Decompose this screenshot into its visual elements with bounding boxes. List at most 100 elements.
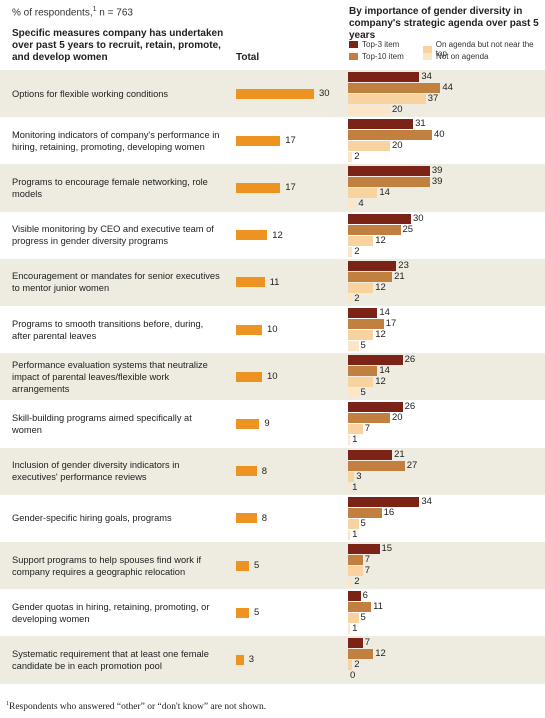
segment-bar [348, 660, 353, 671]
legend-label: Not on agenda [436, 52, 489, 61]
legend-label: On agenda but not near the top [435, 40, 534, 58]
segment-bar [348, 72, 420, 82]
segment-value-label: 7 [364, 423, 370, 435]
category-label: Programs to smooth transitions before, d… [12, 318, 204, 341]
total-bar [236, 466, 257, 477]
total-column-title: Total [236, 52, 260, 63]
chart-row: Options for flexible working conditions 3… [0, 70, 545, 118]
segment-value-label: 14 [379, 187, 390, 199]
segment-bar [348, 507, 382, 518]
footnote-text: Respondents who answered “other” or “don… [9, 702, 267, 713]
total-bar [236, 560, 249, 571]
segment-value-label: 34 [421, 495, 432, 507]
segment-value-label: 1 [352, 481, 358, 493]
segment-value-label: 5 [360, 517, 366, 529]
segment-value-label: 4 [358, 198, 364, 210]
segment-bar [348, 496, 420, 507]
segment-value-label: 20 [392, 104, 403, 115]
chart-row: Visible monitoring by CEO and executive … [0, 212, 545, 259]
segment-value-label: 12 [375, 281, 386, 293]
total-value-label: 17 [285, 135, 296, 147]
segment-bar [348, 591, 361, 602]
segment-value-label: 40 [434, 129, 445, 141]
segment-value-label: 31 [415, 118, 426, 130]
segment-value-label: 12 [375, 329, 386, 340]
segment-value-label: 5 [360, 612, 366, 624]
segment-bar [348, 377, 374, 388]
total-value-label: 30 [319, 88, 330, 100]
segment-bar [348, 188, 378, 199]
total-value-label: 10 [267, 324, 278, 336]
segment-bar [348, 544, 380, 554]
segment-value-label: 1 [352, 434, 358, 446]
segment-bar [348, 449, 393, 460]
respondents-n: n = 763 [96, 7, 133, 19]
segment-bar [348, 166, 430, 177]
total-bar [236, 418, 260, 429]
total-bar [236, 277, 265, 288]
total-value-label: 12 [272, 229, 283, 241]
chart-row: Systematic requirement that at least one… [0, 636, 545, 684]
total-bar [236, 607, 249, 618]
segment-value-label: 37 [427, 93, 439, 104]
segment-bar [348, 213, 411, 224]
segment-value-label: 20 [392, 412, 403, 424]
segment-bar [348, 177, 430, 188]
total-bar [236, 182, 281, 193]
segment-value-label: 27 [406, 459, 418, 471]
category-label: Systematic requirement that at least one… [12, 648, 209, 671]
segment-value-label: 20 [392, 140, 403, 152]
segment-bar [348, 271, 393, 282]
segment-bar [348, 649, 374, 660]
category-label: Support programs to help spouses find wo… [12, 554, 202, 577]
segment-value-label: 17 [385, 318, 397, 329]
total-value-label: 3 [248, 654, 255, 666]
segment-bar [348, 366, 378, 377]
segment-bar [348, 577, 353, 587]
segment-bar [348, 119, 414, 130]
segment-value-label: 1 [352, 623, 358, 635]
segment-value-label: 34 [421, 71, 432, 82]
total-bar [236, 371, 262, 382]
chart-row: Skill-building programs aimed specifical… [0, 400, 545, 447]
total-bar [236, 513, 257, 524]
segment-value-label: 30 [413, 212, 424, 224]
legend-label: Top-10 item [362, 52, 404, 61]
total-value-label: 11 [269, 276, 280, 288]
segment-value-label: 1 [352, 528, 358, 540]
segment-bar [348, 424, 363, 435]
segment-bar [348, 319, 384, 329]
segment-value-label: 26 [404, 354, 416, 366]
segment-value-label: 7 [364, 565, 370, 576]
segment-value-label: 16 [383, 506, 395, 518]
category-label: Monitoring indicators of company's perfo… [12, 129, 220, 152]
segment-bar [348, 94, 426, 104]
total-bar [236, 324, 262, 335]
segment-value-label: 14 [379, 365, 390, 377]
segment-value-label: 5 [360, 340, 366, 351]
segment-value-label: 2 [354, 659, 360, 671]
segment-value-label: 2 [354, 245, 360, 257]
segment-bar [348, 518, 359, 529]
segment-value-label: 44 [442, 82, 453, 93]
legend-swatch [349, 41, 358, 48]
legend: Top-3 item On agenda but not near the to… [349, 40, 544, 70]
segment-bar [348, 482, 351, 493]
segment-bar [348, 529, 351, 540]
segment-bar [348, 555, 363, 565]
total-value-label: 17 [285, 182, 296, 194]
segment-bar [348, 105, 390, 115]
legend-item: Top-10 item [349, 52, 404, 61]
segment-value-label: 23 [398, 259, 409, 271]
category-label: Performance evaluation systems that neut… [12, 359, 208, 394]
total-value-label: 5 [254, 607, 260, 619]
category-label: Gender quotas in hiring, retaining, prom… [12, 601, 210, 624]
segment-value-label: 12 [375, 234, 386, 246]
legend-swatch [349, 53, 358, 60]
total-bar [236, 88, 314, 99]
total-value-label: 5 [254, 560, 260, 572]
chart-row: Support programs to help spouses find wo… [0, 542, 545, 590]
chart-row: Monitoring indicators of company's perfo… [0, 117, 545, 164]
footnote: 1Respondents who answered “other” or “do… [6, 701, 266, 712]
segment-bar [348, 460, 405, 471]
